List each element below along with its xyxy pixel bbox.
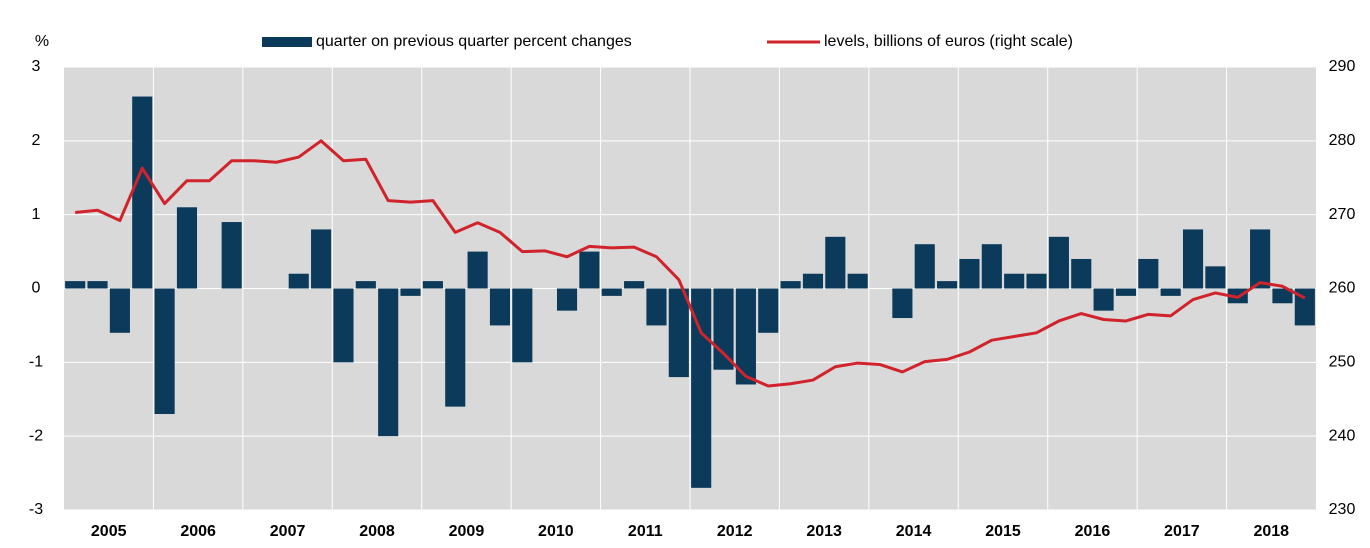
x-tick-label: 2016 — [1075, 523, 1111, 540]
bar — [1182, 229, 1204, 289]
bar — [780, 281, 801, 289]
x-tick-label: 2017 — [1164, 523, 1200, 540]
bar — [400, 288, 421, 296]
x-tick-label: 2015 — [985, 523, 1021, 540]
y-tick-label: -2 — [29, 427, 43, 444]
y-tick-label: 0 — [32, 280, 41, 297]
bar — [467, 251, 488, 289]
bar — [176, 207, 198, 289]
y2-tick-label: 230 — [1329, 501, 1356, 518]
bar — [668, 288, 689, 378]
bar — [1250, 229, 1271, 289]
y-tick-label: 1 — [32, 206, 41, 223]
y-tick-label: 3 — [32, 58, 41, 75]
bar — [489, 288, 511, 326]
bar — [1026, 273, 1047, 289]
bar — [132, 96, 153, 289]
y2-tick-label: 240 — [1329, 427, 1356, 444]
x-tick-label: 2012 — [717, 523, 753, 540]
bar — [154, 288, 175, 415]
bar — [512, 288, 533, 363]
y2-tick-label: 270 — [1329, 206, 1356, 223]
x-tick-label: 2014 — [896, 523, 932, 540]
bar — [1004, 273, 1025, 289]
bar — [847, 273, 868, 289]
bar — [1048, 236, 1069, 289]
bar — [288, 273, 309, 289]
bar — [601, 288, 622, 296]
x-tick-label: 2009 — [449, 523, 485, 540]
bar — [378, 288, 399, 437]
bar — [1160, 288, 1181, 296]
y2-tick-label: 260 — [1329, 280, 1356, 297]
bar — [422, 281, 443, 289]
bar — [735, 288, 756, 385]
y-tick-label: 2 — [32, 132, 41, 149]
x-tick-label: 2013 — [806, 523, 842, 540]
bar — [937, 281, 958, 289]
y-tick-label: -1 — [29, 354, 43, 371]
bar — [1294, 288, 1315, 326]
bar — [758, 288, 779, 333]
bar — [87, 281, 108, 289]
x-tick-label: 2006 — [180, 523, 216, 540]
bar — [221, 222, 242, 289]
bar — [65, 281, 86, 289]
x-tick-label: 2018 — [1253, 523, 1289, 540]
y2-tick-label: 290 — [1329, 58, 1356, 75]
bar — [1272, 288, 1293, 304]
bar — [646, 288, 667, 326]
bar — [1093, 288, 1114, 311]
bar — [981, 244, 1002, 289]
x-tick-label: 2011 — [628, 523, 663, 540]
bar — [311, 229, 332, 289]
bar — [109, 288, 130, 333]
bar — [1205, 266, 1226, 289]
bar — [1115, 288, 1137, 296]
bar — [579, 251, 600, 289]
bar — [959, 258, 980, 289]
legend-label: quarter on previous quarter percent chan… — [316, 33, 632, 50]
bar — [556, 288, 578, 311]
line — [75, 139, 1306, 388]
y2-tick-label: 280 — [1329, 132, 1356, 149]
bar — [1071, 258, 1092, 289]
y-unit-label: % — [35, 33, 49, 50]
bar — [713, 288, 734, 370]
bar — [1138, 258, 1159, 289]
bar — [892, 288, 913, 319]
x-tick-label: 2005 — [91, 523, 127, 540]
bar — [825, 236, 846, 289]
y2-tick-label: 250 — [1329, 354, 1356, 371]
x-tick-label: 2008 — [359, 523, 395, 540]
x-tick-label: 2007 — [270, 523, 306, 540]
y-tick-label: -3 — [29, 501, 43, 518]
bar — [355, 281, 376, 289]
bar — [445, 288, 466, 407]
bar — [914, 244, 935, 289]
x-tick-label: 2010 — [538, 523, 574, 540]
legend-label: levels, billions of euros (right scale) — [824, 33, 1073, 50]
bar — [333, 288, 354, 363]
legend-swatch — [262, 37, 312, 47]
bar — [624, 281, 645, 289]
bar — [802, 273, 824, 289]
